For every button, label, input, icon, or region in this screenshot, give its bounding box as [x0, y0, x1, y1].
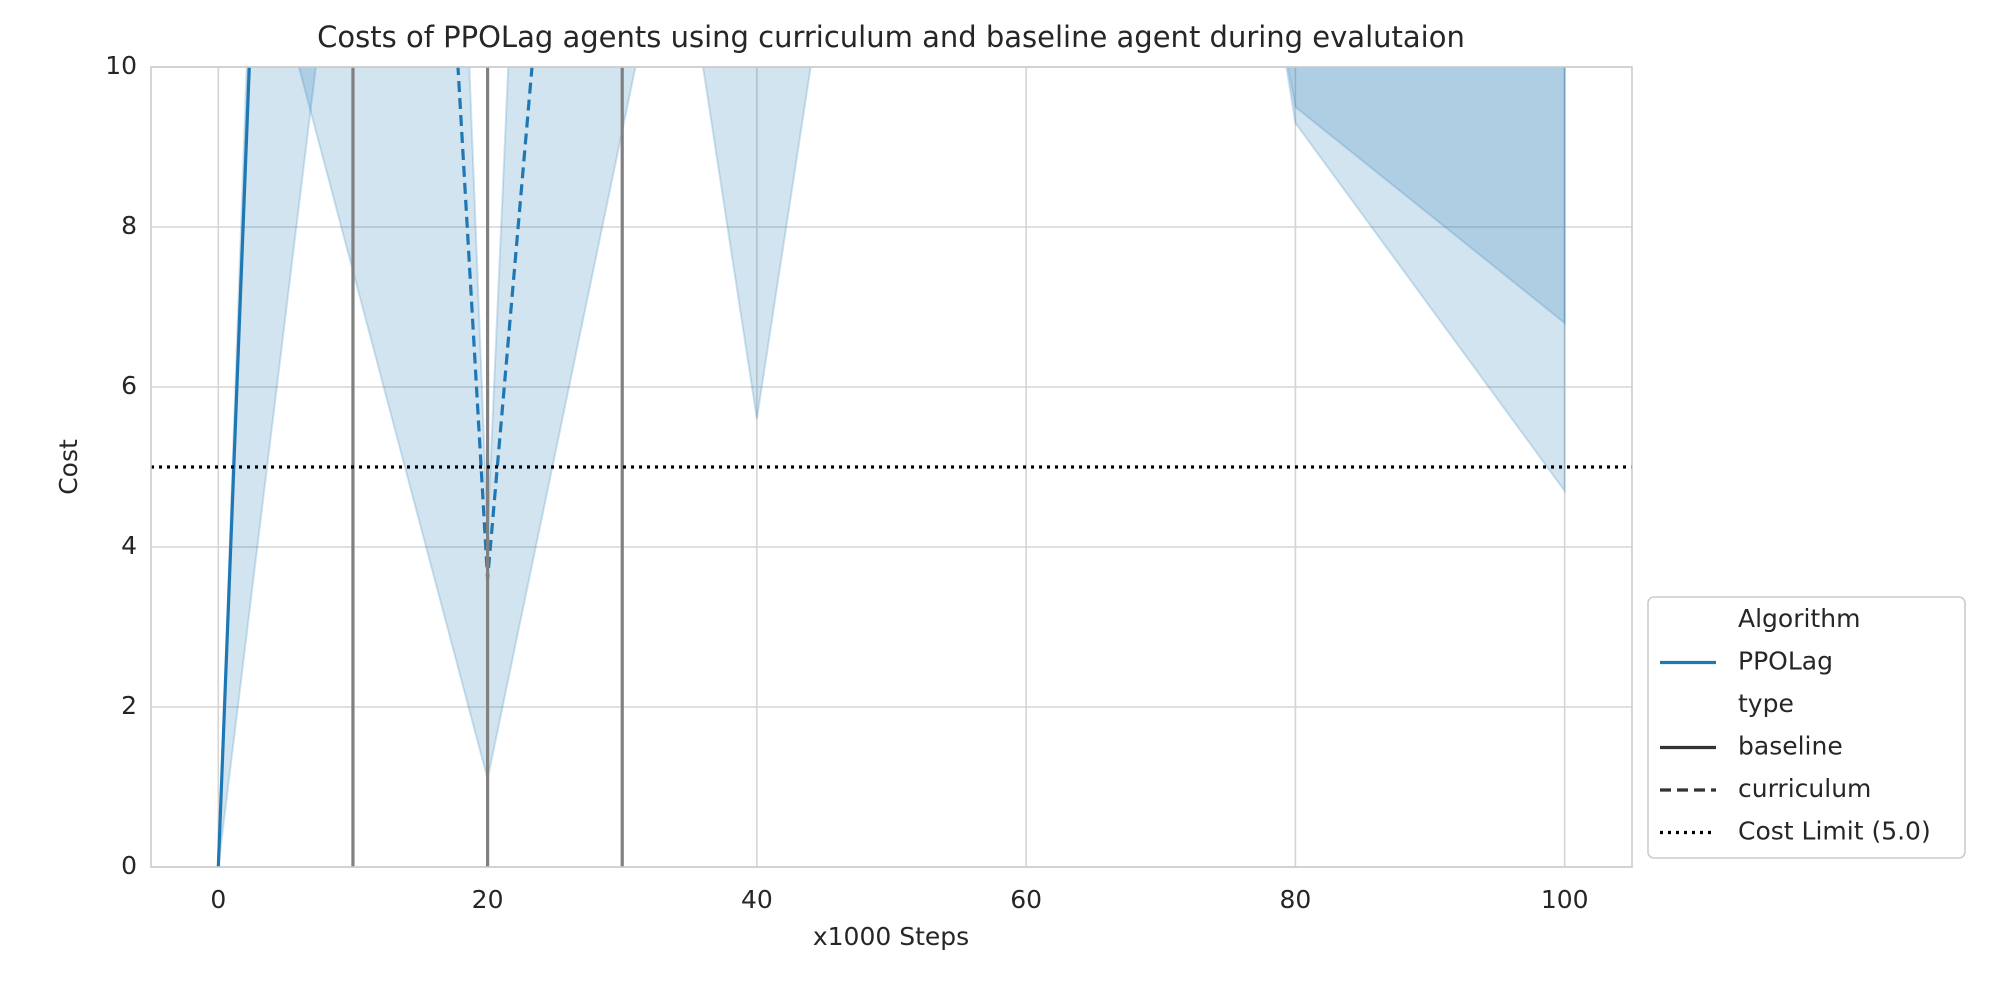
y-tick-label: 4 — [121, 531, 137, 560]
legend-entry: baseline — [1738, 732, 1843, 761]
y-axis-label: Cost — [54, 439, 83, 495]
chart-title: Costs of PPOLag agents using curriculum … — [317, 20, 1465, 54]
legend-box — [1647, 596, 1966, 859]
y-tick-label: 6 — [121, 371, 137, 400]
x-tick-label: 40 — [741, 885, 773, 914]
x-axis-label: x1000 Steps — [813, 922, 969, 951]
x-tick-label: 80 — [1280, 885, 1312, 914]
legend-entry: curriculum — [1738, 774, 1871, 803]
plot-frame — [150, 66, 1633, 868]
confidence-band — [297, 67, 1566, 780]
plot-area — [151, 67, 1632, 867]
y-tick-label: 0 — [121, 851, 137, 880]
y-tick-label: 8 — [121, 211, 137, 240]
y-tick-label: 2 — [121, 691, 137, 720]
legend-title: type — [1738, 689, 1794, 718]
y-tick-label: 10 — [105, 51, 137, 80]
x-tick-label: 60 — [1010, 885, 1042, 914]
legend-title: Algorithm — [1738, 604, 1860, 633]
confidence-band — [217, 67, 1566, 867]
x-tick-label: 20 — [472, 885, 504, 914]
legend-entry: Cost Limit (5.0) — [1738, 817, 1931, 846]
legend-entry: PPOLag — [1738, 647, 1833, 676]
x-tick-label: 0 — [210, 885, 226, 914]
legend: Algorithm PPOLag type baseline curriculum Cos… — [1647, 596, 1966, 859]
x-tick-label: 100 — [1541, 885, 1589, 914]
